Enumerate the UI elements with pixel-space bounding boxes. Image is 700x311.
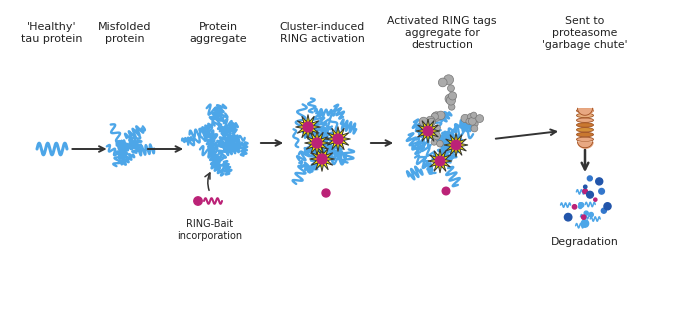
Circle shape [444,75,454,85]
Circle shape [584,211,588,215]
Circle shape [573,205,577,209]
Circle shape [317,154,327,164]
Circle shape [581,220,589,227]
Circle shape [468,114,474,120]
Ellipse shape [577,123,594,127]
Circle shape [431,113,438,120]
Text: Protein
aggregate: Protein aggregate [189,22,247,44]
Circle shape [419,117,428,126]
Circle shape [435,125,440,131]
Circle shape [445,94,454,104]
Circle shape [584,185,587,188]
Circle shape [587,191,594,198]
Circle shape [594,198,597,201]
Text: Degradation: Degradation [551,237,619,247]
Ellipse shape [577,128,594,132]
Ellipse shape [577,132,594,137]
Circle shape [435,156,444,166]
Circle shape [582,215,586,219]
Circle shape [442,187,450,195]
Circle shape [587,176,592,181]
Circle shape [471,125,478,132]
Circle shape [470,112,477,118]
Circle shape [447,96,456,105]
Circle shape [579,203,584,207]
Circle shape [449,92,456,100]
Text: Misfolded
protein: Misfolded protein [98,22,152,44]
Circle shape [431,131,440,140]
Circle shape [601,208,606,213]
Circle shape [194,197,202,205]
Polygon shape [444,133,468,157]
Ellipse shape [577,113,594,118]
Circle shape [564,213,572,221]
Circle shape [449,104,455,110]
Text: Activated RING tags
aggregate for
destruction: Activated RING tags aggregate for destru… [387,16,497,49]
Polygon shape [416,119,440,143]
Circle shape [432,112,441,121]
Circle shape [604,203,611,210]
Circle shape [476,115,484,123]
Circle shape [461,114,469,123]
Circle shape [333,134,343,144]
Circle shape [589,212,594,217]
Circle shape [579,205,582,208]
Text: Sent to
proteasome
'garbage chute': Sent to proteasome 'garbage chute' [542,16,628,49]
Text: Cluster-induced
RING activation: Cluster-induced RING activation [279,22,365,44]
Circle shape [596,178,603,185]
Text: 'Healthy'
tau protein: 'Healthy' tau protein [21,22,83,44]
Circle shape [437,140,443,147]
Polygon shape [295,114,321,140]
Circle shape [583,189,587,194]
Polygon shape [304,131,330,156]
Circle shape [312,138,322,148]
Circle shape [473,121,478,127]
Ellipse shape [577,137,594,142]
Polygon shape [326,127,351,151]
Circle shape [598,188,604,194]
Circle shape [303,122,313,132]
Circle shape [431,139,438,145]
Circle shape [452,140,461,150]
Circle shape [466,118,472,124]
Circle shape [426,116,435,125]
Ellipse shape [577,118,594,123]
Polygon shape [309,146,335,171]
Circle shape [447,85,454,92]
Circle shape [437,111,445,120]
Circle shape [438,78,447,87]
Text: RING-Bait
incorporation: RING-Bait incorporation [177,219,243,241]
Circle shape [428,118,435,126]
Ellipse shape [577,109,594,113]
Circle shape [322,189,330,197]
Circle shape [579,203,582,206]
Circle shape [424,126,433,136]
Polygon shape [428,149,452,173]
Circle shape [468,117,476,125]
